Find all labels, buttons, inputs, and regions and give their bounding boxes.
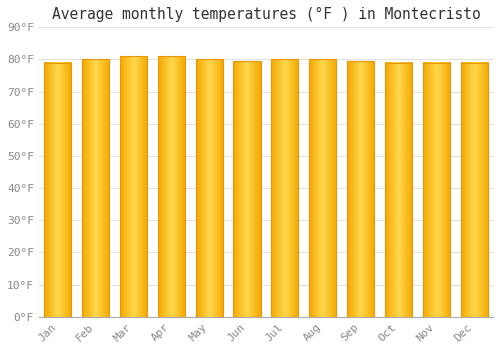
Bar [385, 63, 412, 317]
Bar [309, 60, 336, 317]
Bar [422, 63, 450, 317]
Bar [347, 61, 374, 317]
Bar [44, 63, 72, 317]
Bar [460, 63, 488, 317]
Bar [271, 60, 298, 317]
Bar [196, 60, 223, 317]
Bar [120, 56, 147, 317]
Bar [158, 56, 185, 317]
Bar [234, 61, 260, 317]
Bar [82, 60, 109, 317]
Title: Average monthly temperatures (°F ) in Montecristo: Average monthly temperatures (°F ) in Mo… [52, 7, 480, 22]
